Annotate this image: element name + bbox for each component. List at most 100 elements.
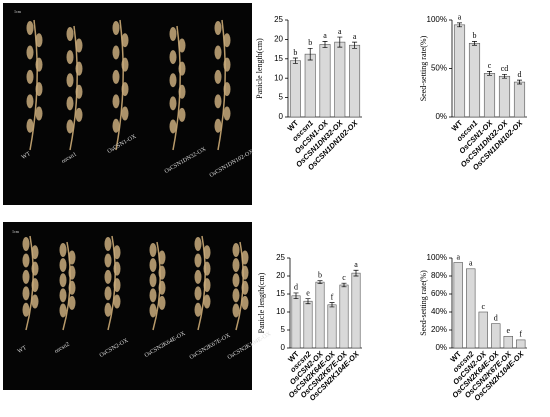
bar (483, 73, 496, 118)
y-axis-label: Seed-setting rate(%) (419, 35, 428, 101)
panicle-grain (194, 269, 202, 284)
significance-letter: d (494, 314, 498, 323)
panicle-grain (169, 96, 177, 111)
panicle-grain (59, 303, 67, 318)
bar (334, 41, 346, 118)
panicle-grain (169, 27, 177, 41)
error-bar (457, 22, 462, 28)
panicle-grain (66, 73, 74, 88)
panicle-grain (31, 278, 39, 293)
significance-letter: a (354, 260, 358, 269)
panicle-grain (194, 302, 202, 317)
bar (319, 44, 331, 118)
panicle-grain (178, 61, 186, 76)
significance-letter: c (488, 61, 492, 70)
panicle-grain (59, 273, 67, 288)
panicle-grain (223, 106, 231, 121)
y-axis-label: Panicle length(cm) (257, 272, 266, 333)
significance-letter: d (518, 70, 522, 79)
error-bar (329, 302, 335, 308)
error-bar (353, 269, 359, 277)
panicle-grain (113, 278, 121, 293)
y-tick-label: 0 (281, 343, 286, 352)
y-tick-label: 0% (435, 112, 447, 121)
panicle-grain (35, 82, 43, 97)
panicle-grain (66, 27, 74, 41)
y-axis-label: Panicle length(cm) (255, 38, 264, 99)
y-tick-label: 0 (279, 112, 284, 121)
panicle-grain (26, 45, 34, 60)
bar (516, 339, 526, 349)
panicle-grain (113, 294, 121, 309)
significance-letter: d (294, 283, 298, 292)
panicle-grain (214, 69, 222, 84)
panicle-grain (194, 286, 202, 301)
panicle-grain (214, 45, 222, 60)
bar (453, 262, 463, 349)
y-tick-label: 5 (281, 325, 286, 334)
panicle-grain (22, 302, 30, 317)
error-bar (487, 71, 492, 76)
significance-letter: b (318, 271, 322, 280)
panicle-grain (26, 118, 34, 133)
y-tick-label: 100% (427, 15, 447, 24)
error-bar (352, 41, 358, 49)
y-tick-label: 20 (274, 35, 283, 44)
panicle-grain (223, 57, 231, 72)
scale-label: 1cm (12, 229, 20, 234)
panicle-grain (241, 265, 249, 280)
significance-letter: b (473, 31, 477, 40)
significance-letter: f (331, 292, 334, 301)
panicle-grain (112, 69, 120, 84)
panicle-grain (214, 21, 222, 35)
y-axis-label: Seed-setting rate(%) (419, 270, 428, 336)
panicle-grain (66, 50, 74, 65)
panicle-grain (194, 237, 202, 251)
panicle-grain (121, 33, 129, 48)
panicle-grain (104, 302, 112, 317)
panicle-grain (232, 288, 240, 303)
panicle-grain (112, 45, 120, 60)
photo-label: WT (21, 151, 32, 161)
y-tick-label: 15 (274, 54, 283, 63)
bar (453, 24, 466, 118)
bar (468, 42, 481, 118)
panicle-grain (68, 250, 76, 265)
error-bar (322, 40, 328, 48)
bar (304, 53, 316, 118)
panicle-grain (68, 280, 76, 295)
error-bar (337, 36, 343, 48)
panicle-grain (158, 250, 166, 265)
panicle-grain (104, 253, 112, 268)
bar (291, 295, 301, 349)
panicle-grain (121, 57, 129, 72)
bar (491, 323, 501, 349)
panicle-grain (22, 253, 30, 268)
panicle-grain (223, 82, 231, 97)
significance-letter: a (469, 259, 473, 268)
panicle-grain (35, 57, 43, 72)
y-tick-label: 80% (431, 271, 447, 280)
panicle-grain (149, 288, 157, 303)
panicle-grain (149, 243, 157, 257)
y-tick-label: 50% (431, 64, 447, 73)
significance-letter: e (506, 326, 510, 335)
bar (289, 60, 301, 118)
error-bar (517, 79, 522, 85)
panicle-grain (113, 261, 121, 276)
bar (498, 75, 511, 118)
panicle-grain (35, 33, 43, 48)
y-tick-label: 20% (431, 325, 447, 334)
y-tick-label: 60% (431, 289, 447, 298)
panicle-grain (59, 288, 67, 303)
panicle-grain (31, 245, 39, 260)
panicle-grain (203, 245, 211, 260)
y-tick-label: 0% (435, 343, 447, 352)
panicle-grain (75, 38, 83, 53)
panicle-grain (35, 106, 43, 121)
significance-letter: a (338, 27, 342, 36)
y-tick-label: 20 (276, 271, 285, 280)
panicle-grain (241, 280, 249, 295)
panicle-grain (121, 82, 129, 97)
